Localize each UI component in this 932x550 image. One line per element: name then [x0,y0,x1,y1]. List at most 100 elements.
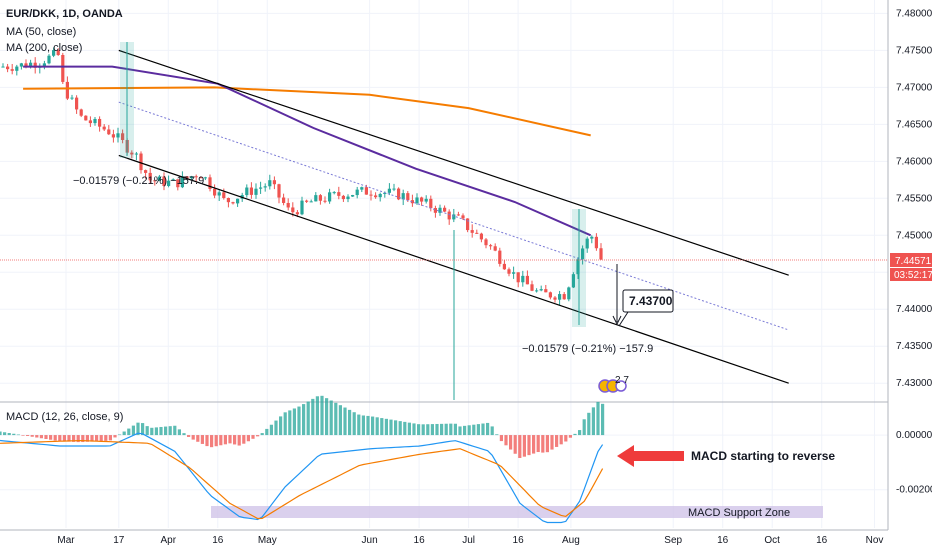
macd-histogram-bar [265,428,269,436]
macd-histogram-bar [527,435,531,456]
candle-body [19,63,23,67]
candle-body [1,66,5,68]
time-tick-label: Aug [562,535,580,546]
macd-histogram-bar [256,435,260,437]
candle-body [406,193,410,201]
candle-body [236,198,240,204]
macd-histogram-bar [233,435,237,445]
macd-histogram-bar [12,433,16,436]
candle-body [341,195,345,200]
candle-body [176,179,180,188]
candle-body [185,176,189,179]
candle-body [525,275,529,285]
candle-body [254,188,258,195]
candle-body [489,245,493,247]
time-axis[interactable]: Mar 17 Apr 16 May Jun 16 Jul 16 Aug Sep 16 Oct 16 Nov [57,535,883,546]
macd-histogram-bar [39,435,43,439]
macd-histogram-bar [343,407,347,436]
time-tick-label: Oct [764,535,780,546]
candle-body [461,215,465,219]
candle-body [208,177,212,189]
time-tick-label: Apr [161,535,177,546]
candle-body [305,200,309,202]
macd-histogram-bar [90,435,94,442]
macd-histogram-bar [591,407,595,436]
macd-zone-label: MACD Support Zone [688,507,790,519]
candle-body [295,212,299,215]
candle-body [397,188,401,200]
channel-upper-line [118,49,789,276]
macd-line [0,432,604,524]
candle-body [323,200,327,202]
candle-body [116,133,120,138]
candle-body [484,239,488,246]
macd-axis[interactable]: 0.00000 -0.00200 [896,430,932,496]
macd-histogram-bar [444,423,448,436]
macd-histogram-bar [131,425,135,436]
macd-histogram-bar [430,424,434,436]
macd-histogram-bar [168,426,172,436]
macd-histogram-bar [251,435,255,439]
candle-body [355,189,359,196]
countdown-value: 03:52:17 [894,270,932,281]
candle-body [33,62,37,68]
macd-histogram [0,395,605,458]
candle-body [576,259,580,275]
candle-body [507,269,511,274]
macd-histogram-bar [495,434,499,436]
time-tick-label: 16 [717,535,729,546]
macd-histogram-bar [219,435,223,446]
macd-histogram-bar [320,395,324,436]
candle-body [456,214,460,216]
macd-histogram-bar [338,405,342,436]
candle-body [65,81,69,99]
ma200-legend: MA (200, close) [6,42,82,54]
macd-histogram-bar [440,423,444,436]
candle-body [415,197,419,204]
price-tick-label: 7.47000 [896,82,932,93]
time-tick-label: Jun [362,535,378,546]
time-tick-label: Mar [57,535,75,546]
candle-body [194,176,198,178]
macd-histogram-bar [587,412,591,436]
price-tick-label: 7.44000 [896,304,932,315]
candle-body [479,233,483,240]
candle-body [562,294,566,300]
candle-body [249,187,253,195]
price-tick-label: 7.47500 [896,45,932,56]
candle-body [438,207,442,213]
macd-histogram-bar [237,435,241,446]
candle-body [47,55,51,64]
macd-histogram-bar [292,408,296,436]
candle-body [447,211,451,220]
macd-histogram-bar [246,435,250,442]
price-tick-label: 7.46000 [896,156,932,167]
ma50-legend: MA (50, close) [6,26,76,38]
macd-histogram-bar [325,398,329,436]
macd-histogram-bar [555,435,559,447]
macd-histogram-bar [228,435,232,444]
macd-histogram-bar [210,435,214,448]
candle-body [199,177,203,179]
macd-histogram-bar [601,403,605,436]
macd-histogram-bar [366,415,370,436]
countdown-badge [890,268,932,281]
macd-histogram-bar [467,425,471,436]
macd-histogram-bar [486,422,490,436]
candle-body [107,129,111,135]
macd-histogram-bar [490,426,494,436]
candle-body [530,284,534,291]
macd-histogram-bar [532,435,536,454]
macd-histogram-bar [76,435,80,443]
macd-histogram-bar [269,424,273,436]
time-tick-label: 16 [212,535,224,546]
range-label-2: −0.01579 (−0.21%) −157.9 [522,343,653,355]
macd-histogram-bar [449,423,453,436]
macd-histogram-bar [3,432,7,436]
candle-body [222,192,226,199]
candle-body [6,66,10,70]
candle-body [75,97,79,110]
candle-body [282,197,286,203]
candle-body [286,202,290,208]
